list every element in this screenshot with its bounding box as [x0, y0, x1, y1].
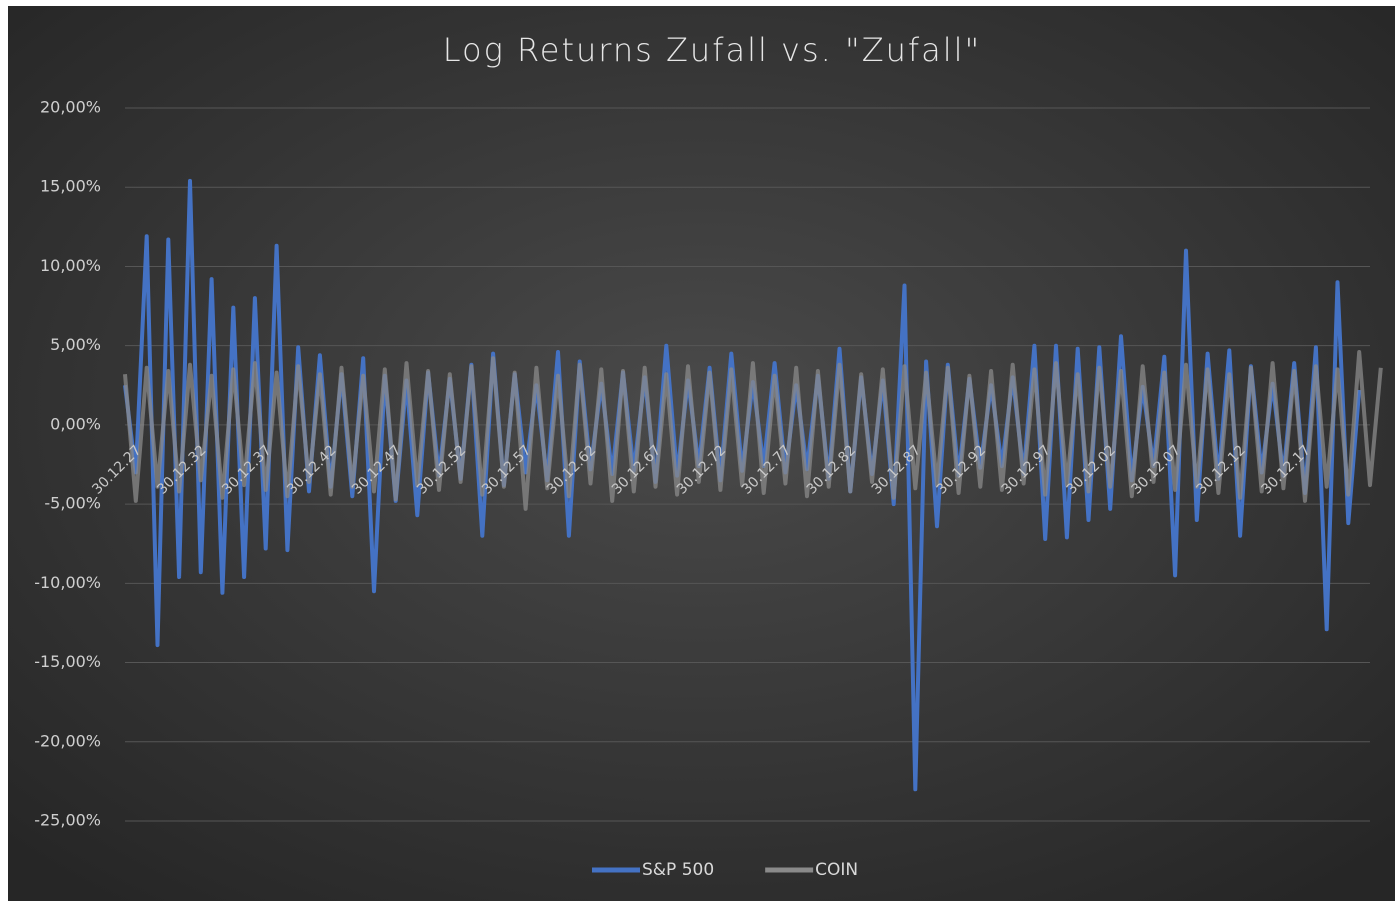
- y-tick-label: 15,00%: [40, 177, 101, 196]
- y-tick-label: -15,00%: [34, 652, 101, 671]
- y-tick-label: 10,00%: [40, 256, 101, 275]
- y-tick-label: -10,00%: [34, 573, 101, 592]
- legend: S&P 500 COIN: [592, 860, 858, 880]
- grid: 20,00% 15,00% 10,00% 5,00% 0,00% -5,00% -10,00…: [34, 98, 1370, 830]
- y-tick-label: -25,00%: [34, 811, 101, 830]
- y-tick-label: -20,00%: [34, 731, 101, 750]
- chart-title: Log Returns Zufall vs. "Zufall": [443, 31, 982, 69]
- y-tick-label: 20,00%: [40, 98, 101, 117]
- plot-area: [123, 178, 1383, 792]
- y-tick-label: -5,00%: [44, 494, 101, 513]
- y-tick-label: 5,00%: [50, 335, 101, 354]
- legend-label: S&P 500: [642, 860, 714, 880]
- y-tick-label: 0,00%: [50, 414, 101, 433]
- legend-label: COIN: [815, 860, 858, 880]
- series-line: [123, 350, 1383, 511]
